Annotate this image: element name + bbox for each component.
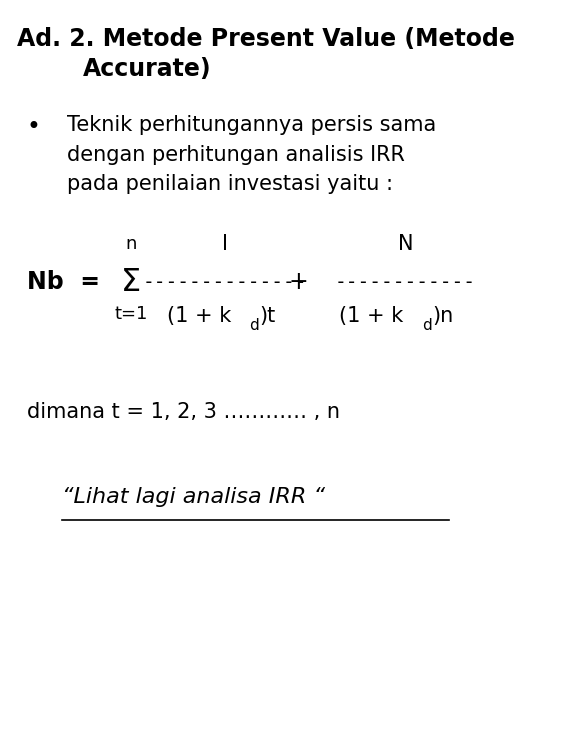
Text: Teknik perhitungannya persis sama: Teknik perhitungannya persis sama — [67, 115, 437, 135]
Text: dimana t = 1, 2, 3 ………… , n: dimana t = 1, 2, 3 ………… , n — [27, 402, 340, 422]
Text: n: n — [126, 235, 137, 253]
Text: Σ: Σ — [121, 266, 141, 297]
Text: (1 + k: (1 + k — [166, 306, 231, 326]
Text: --------------: -------------- — [143, 273, 308, 292]
Text: )t: )t — [260, 306, 276, 326]
Text: I: I — [222, 234, 228, 254]
Text: Accurate): Accurate) — [83, 57, 211, 80]
Text: )n: )n — [433, 306, 454, 326]
Text: t=1: t=1 — [114, 305, 147, 323]
Text: +: + — [289, 270, 309, 294]
Text: •: • — [27, 115, 41, 139]
Text: Nb  =: Nb = — [27, 270, 100, 294]
Text: dengan perhitungan analisis IRR: dengan perhitungan analisis IRR — [67, 145, 406, 165]
Text: Ad. 2. Metode Present Value (Metode: Ad. 2. Metode Present Value (Metode — [17, 27, 514, 51]
Text: N: N — [398, 234, 414, 254]
Text: “Lihat lagi analisa IRR “: “Lihat lagi analisa IRR “ — [62, 486, 325, 506]
Text: d: d — [422, 318, 432, 333]
Text: d: d — [249, 318, 259, 333]
Text: pada penilaian investasi yaitu :: pada penilaian investasi yaitu : — [67, 174, 393, 194]
Text: ------------: ------------ — [335, 273, 476, 292]
Text: (1 + k: (1 + k — [339, 306, 404, 326]
